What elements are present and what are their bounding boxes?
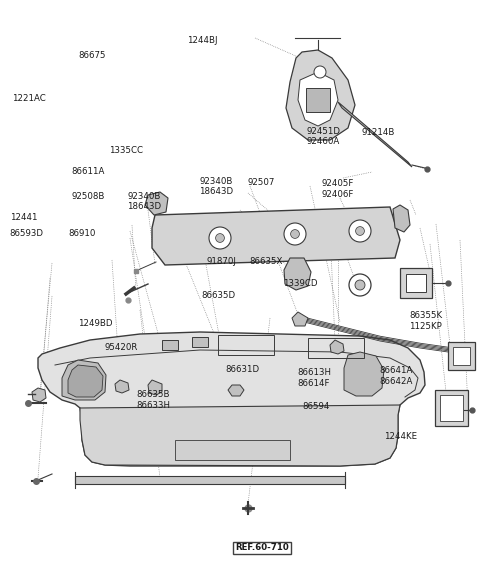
Polygon shape bbox=[68, 365, 103, 397]
Text: 92508B: 92508B bbox=[71, 192, 105, 201]
Text: 86593D: 86593D bbox=[10, 229, 44, 238]
Circle shape bbox=[216, 234, 225, 242]
Text: 86631D: 86631D bbox=[226, 365, 260, 374]
Text: 1249BD: 1249BD bbox=[78, 319, 113, 328]
Polygon shape bbox=[292, 312, 308, 326]
Text: 92405F
92406F: 92405F 92406F bbox=[322, 179, 354, 199]
Polygon shape bbox=[400, 268, 432, 298]
Circle shape bbox=[290, 230, 300, 238]
Text: 86635D: 86635D bbox=[202, 291, 236, 300]
Polygon shape bbox=[330, 340, 344, 354]
Polygon shape bbox=[284, 258, 311, 290]
Circle shape bbox=[349, 220, 371, 242]
Text: 86675: 86675 bbox=[78, 50, 106, 60]
Text: 92451D
92460A: 92451D 92460A bbox=[306, 127, 340, 146]
Text: 86635B
86633H: 86635B 86633H bbox=[137, 390, 171, 410]
Text: 86641A
86642A: 86641A 86642A bbox=[379, 366, 413, 386]
Circle shape bbox=[355, 280, 365, 290]
Text: 92507: 92507 bbox=[247, 178, 275, 187]
Polygon shape bbox=[148, 380, 162, 395]
Polygon shape bbox=[298, 72, 338, 126]
Polygon shape bbox=[145, 192, 168, 215]
Polygon shape bbox=[453, 347, 470, 365]
Circle shape bbox=[284, 223, 306, 245]
Polygon shape bbox=[406, 274, 426, 292]
Polygon shape bbox=[448, 342, 475, 370]
Text: REF.60-710: REF.60-710 bbox=[235, 543, 289, 552]
Polygon shape bbox=[115, 380, 129, 393]
Text: 86910: 86910 bbox=[69, 229, 96, 238]
Polygon shape bbox=[393, 205, 410, 232]
Text: 1335CC: 1335CC bbox=[109, 146, 144, 155]
Polygon shape bbox=[152, 207, 400, 265]
Text: 1244BJ: 1244BJ bbox=[187, 36, 218, 45]
Polygon shape bbox=[286, 50, 355, 140]
Text: 86611A: 86611A bbox=[71, 167, 105, 176]
Circle shape bbox=[349, 274, 371, 296]
Polygon shape bbox=[192, 337, 208, 347]
Polygon shape bbox=[440, 395, 463, 421]
Text: 92340B
18643D: 92340B 18643D bbox=[127, 192, 161, 211]
Polygon shape bbox=[175, 440, 290, 460]
Text: 1244KE: 1244KE bbox=[384, 432, 417, 441]
Text: 92340B
18643D: 92340B 18643D bbox=[199, 176, 233, 196]
Text: 86594: 86594 bbox=[302, 402, 330, 411]
Text: 91214B: 91214B bbox=[361, 128, 395, 138]
Text: 86613H
86614F: 86613H 86614F bbox=[298, 368, 332, 388]
Polygon shape bbox=[435, 390, 468, 426]
Text: 91870J: 91870J bbox=[206, 257, 236, 266]
Polygon shape bbox=[306, 88, 330, 112]
Text: 86635X: 86635X bbox=[250, 257, 283, 266]
Text: 1339CD: 1339CD bbox=[283, 279, 318, 288]
Circle shape bbox=[356, 226, 364, 236]
Text: 12441: 12441 bbox=[10, 213, 37, 222]
Circle shape bbox=[209, 227, 231, 249]
Text: 86355K
1125KP: 86355K 1125KP bbox=[409, 311, 443, 331]
Polygon shape bbox=[38, 332, 425, 466]
Polygon shape bbox=[32, 388, 46, 402]
Text: 95420R: 95420R bbox=[105, 343, 138, 352]
Polygon shape bbox=[344, 352, 384, 396]
Polygon shape bbox=[338, 102, 412, 167]
Polygon shape bbox=[80, 405, 400, 466]
Polygon shape bbox=[228, 385, 244, 396]
Polygon shape bbox=[162, 340, 178, 350]
Polygon shape bbox=[62, 360, 106, 400]
Text: 1221AC: 1221AC bbox=[12, 94, 46, 103]
Polygon shape bbox=[75, 476, 345, 484]
Circle shape bbox=[314, 66, 326, 78]
